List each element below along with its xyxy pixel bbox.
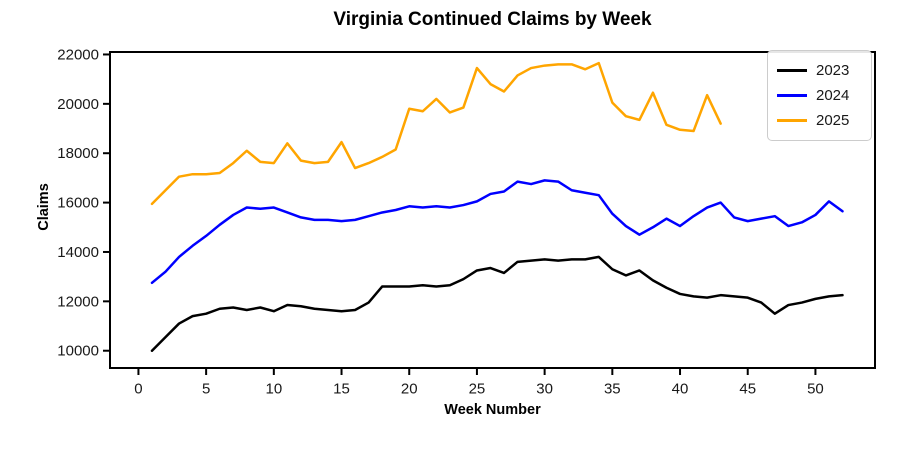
legend-label-2023: 2023 (816, 62, 850, 79)
svg-text:40: 40 (672, 380, 689, 397)
svg-text:22000: 22000 (57, 46, 99, 63)
legend-line-black (777, 69, 807, 72)
svg-text:35: 35 (604, 380, 621, 397)
svg-text:25: 25 (469, 380, 486, 397)
legend-item-2025: 2025 (777, 108, 862, 133)
svg-text:10: 10 (265, 380, 282, 397)
legend-label-2024: 2024 (816, 87, 850, 104)
svg-text:5: 5 (202, 380, 210, 397)
svg-text:10000: 10000 (57, 343, 99, 360)
svg-text:20000: 20000 (57, 96, 99, 113)
legend-line-orange (777, 119, 807, 122)
svg-text:15: 15 (333, 380, 350, 397)
svg-text:20: 20 (401, 380, 418, 397)
svg-text:0: 0 (134, 380, 142, 397)
svg-text:16000: 16000 (57, 195, 99, 212)
legend-item-2023: 2023 (777, 58, 862, 83)
svg-text:14000: 14000 (57, 244, 99, 261)
svg-text:30: 30 (536, 380, 553, 397)
x-axis-label: Week Number (444, 402, 541, 418)
legend-label-2025: 2025 (816, 112, 850, 129)
svg-text:12000: 12000 (57, 293, 99, 310)
legend-line-blue (777, 94, 807, 97)
legend-item-2024: 2024 (777, 83, 862, 108)
svg-text:50: 50 (807, 380, 824, 397)
svg-text:18000: 18000 (57, 145, 99, 162)
svg-text:45: 45 (739, 380, 756, 397)
chart-title: Virginia Continued Claims by Week (333, 9, 652, 30)
legend: 2023 2024 2025 (767, 50, 872, 141)
